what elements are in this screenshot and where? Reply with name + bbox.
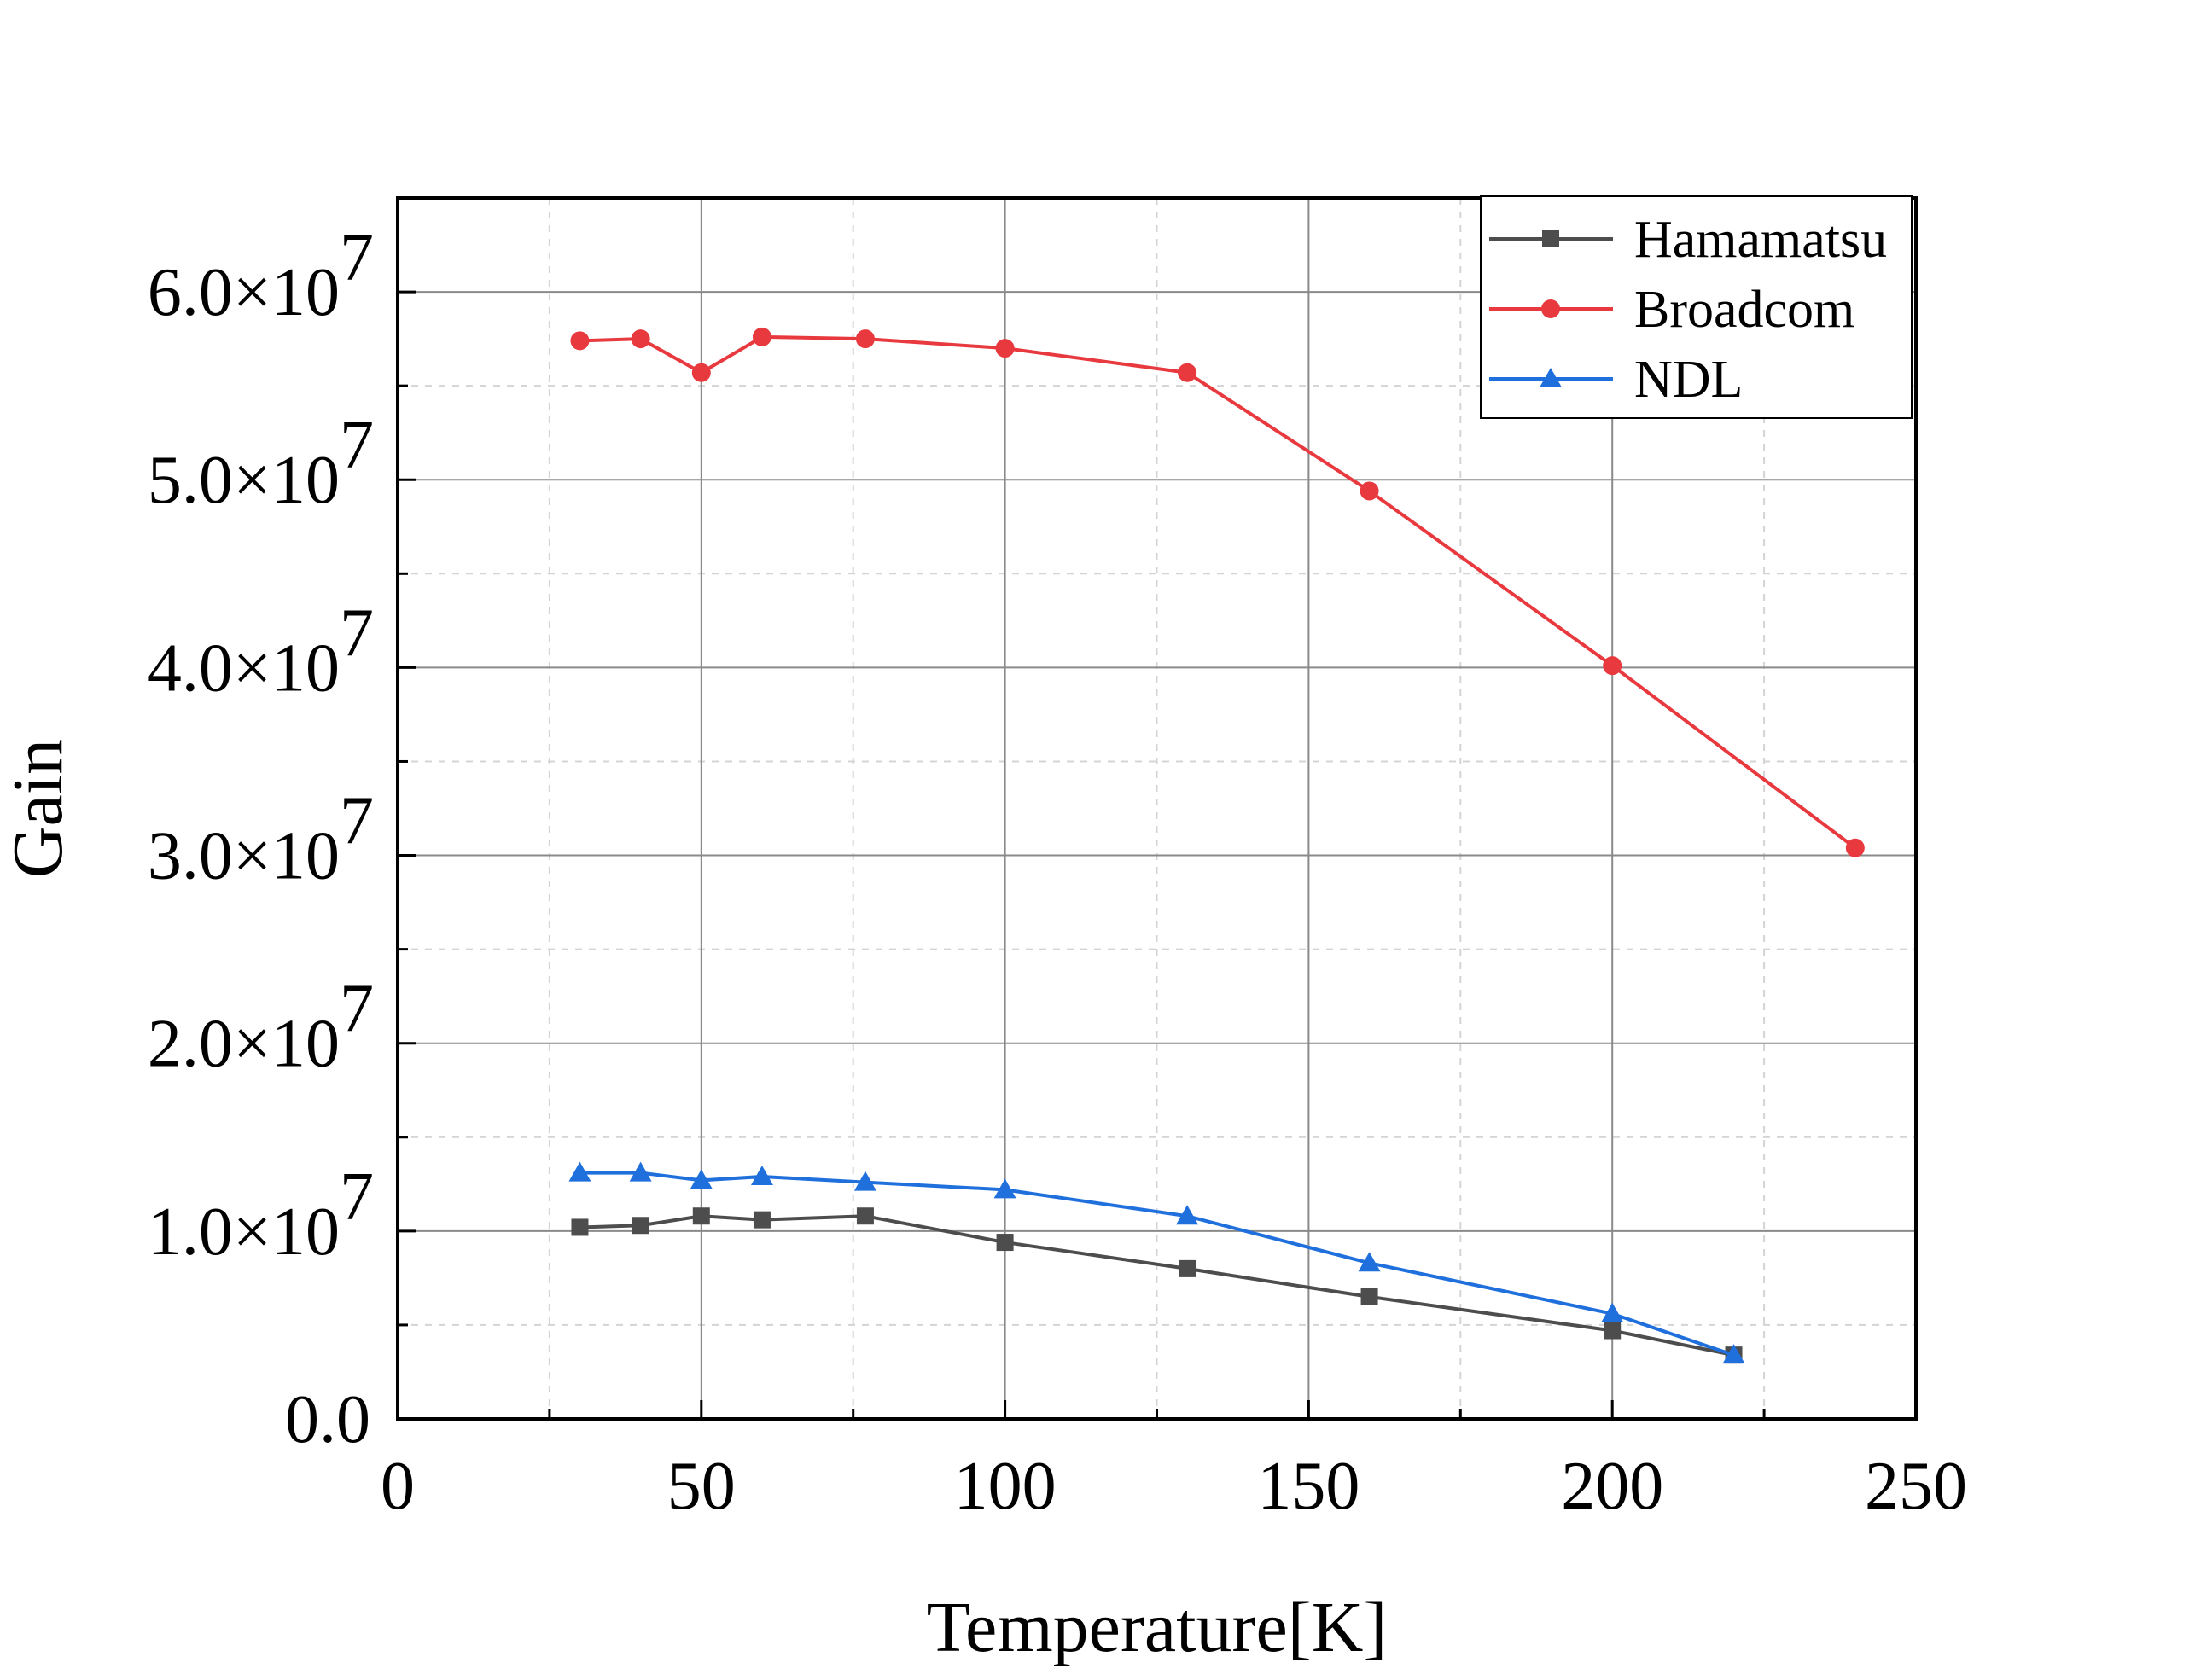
legend-item-hamamatsu: Hamamatsu [1489,211,1887,269]
data-point-hamamatsu [1360,1288,1378,1305]
legend-item-broadcom: Broadcom [1489,281,1854,339]
y-tick-exponent: 7 [340,972,374,1047]
data-point-hamamatsu [1179,1259,1196,1277]
series-line-hamamatsu [579,1214,1734,1357]
legend-label-broadcom: Broadcom [1634,281,1854,339]
y-tick-label: 4.0×10 [148,631,340,706]
legend-item-ndl: NDL [1489,351,1743,409]
y-tick-label: 1.0×10 [148,1195,340,1270]
data-point-hamamatsu [856,1207,874,1225]
legend-swatch-marker [1540,368,1562,387]
legend: Hamamatsu Broadcom NDL [1480,195,1913,419]
data-point-ndl [690,1169,713,1189]
data-point-hamamatsu [632,1217,649,1235]
series-broadcom [570,327,1865,857]
y-tick-exponent: 7 [340,408,374,483]
data-point-ndl [993,1178,1016,1199]
series-line-broadcom [579,334,1857,850]
data-point-ndl [750,1166,773,1186]
data-point-ndl [1601,1302,1624,1322]
series-hamamatsu [571,1207,1743,1364]
data-point-hamamatsu [996,1234,1014,1252]
x-tick-label: 200 [1561,1449,1663,1524]
data-point-ndl [629,1161,652,1182]
legend-label-hamamatsu: Hamamatsu [1634,211,1887,269]
legend-label-ndl: NDL [1634,351,1743,409]
data-point-ndl [1358,1252,1381,1272]
y-tick-label: 5.0×10 [148,443,340,518]
data-point-broadcom [1178,363,1197,382]
x-tick-label: 0 [381,1449,415,1524]
data-point-broadcom [570,331,590,351]
data-point-ndl [1722,1344,1745,1364]
legend-swatch-marker [1541,299,1560,318]
y-tick-label: 3.0×10 [148,819,340,894]
y-tick-label: 0.0 [285,1382,370,1457]
data-point-broadcom [691,363,711,382]
data-point-broadcom [1845,838,1865,857]
x-tick-label: 250 [1865,1449,1967,1524]
data-point-hamamatsu [692,1207,710,1225]
series-line-ndl [579,1171,1735,1357]
data-point-ndl [568,1161,591,1182]
data-point-hamamatsu [753,1211,771,1229]
data-point-broadcom [1603,656,1622,676]
x-axis-title: Temperature[K] [927,1588,1388,1667]
y-tick-label: 2.0×10 [148,1007,340,1082]
legend-swatch-marker [1542,230,1559,247]
y-tick-exponent: 7 [340,1160,374,1235]
x-tick-label: 50 [667,1449,736,1524]
data-point-ndl [1176,1205,1199,1225]
y-tick-exponent: 7 [340,784,374,859]
y-tick-label: 6.0×10 [148,255,340,330]
x-tick-label: 100 [954,1449,1057,1524]
series-layer [568,327,1865,1364]
data-point-ndl [853,1171,876,1191]
data-point-broadcom [752,327,771,346]
y-tick-exponent: 7 [340,220,374,295]
ticks [396,290,1918,1421]
data-point-hamamatsu [1604,1322,1622,1340]
x-tick-label: 150 [1257,1449,1360,1524]
data-point-broadcom [631,329,650,349]
y-tick-exponent: 7 [340,596,374,671]
data-point-hamamatsu [571,1218,589,1236]
data-point-broadcom [995,339,1015,358]
data-point-broadcom [1360,481,1379,501]
y-axis-title: Gain [0,739,78,878]
data-point-broadcom [855,329,875,349]
series-ndl [568,1161,1745,1364]
